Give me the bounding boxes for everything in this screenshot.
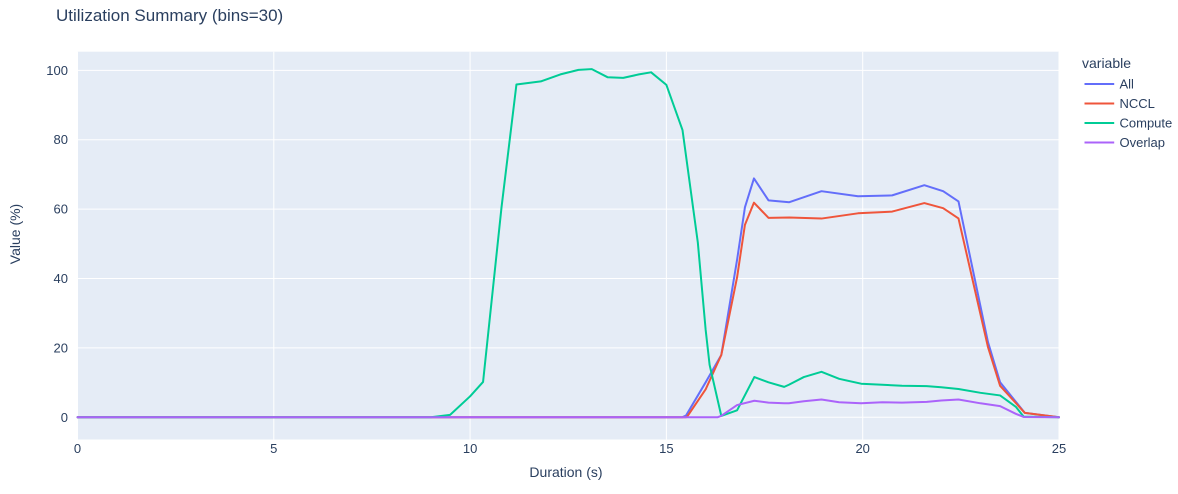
svg-text:All: All — [1120, 77, 1135, 92]
svg-text:Duration (s): Duration (s) — [529, 464, 602, 480]
svg-text:Overlap: Overlap — [1120, 135, 1166, 150]
svg-text:Value (%): Value (%) — [7, 204, 23, 264]
svg-text:5: 5 — [270, 441, 277, 456]
svg-text:20: 20 — [855, 441, 869, 456]
svg-text:0: 0 — [74, 441, 81, 456]
svg-text:NCCL: NCCL — [1120, 96, 1155, 111]
svg-text:100: 100 — [46, 63, 68, 78]
svg-text:0: 0 — [61, 410, 68, 425]
svg-text:60: 60 — [54, 202, 68, 217]
svg-text:20: 20 — [54, 340, 68, 355]
svg-text:Compute: Compute — [1120, 116, 1173, 131]
svg-text:variable: variable — [1082, 55, 1131, 71]
svg-text:15: 15 — [659, 441, 673, 456]
svg-text:80: 80 — [54, 132, 68, 147]
svg-text:40: 40 — [54, 271, 68, 286]
svg-text:10: 10 — [463, 441, 477, 456]
svg-text:25: 25 — [1052, 441, 1066, 456]
